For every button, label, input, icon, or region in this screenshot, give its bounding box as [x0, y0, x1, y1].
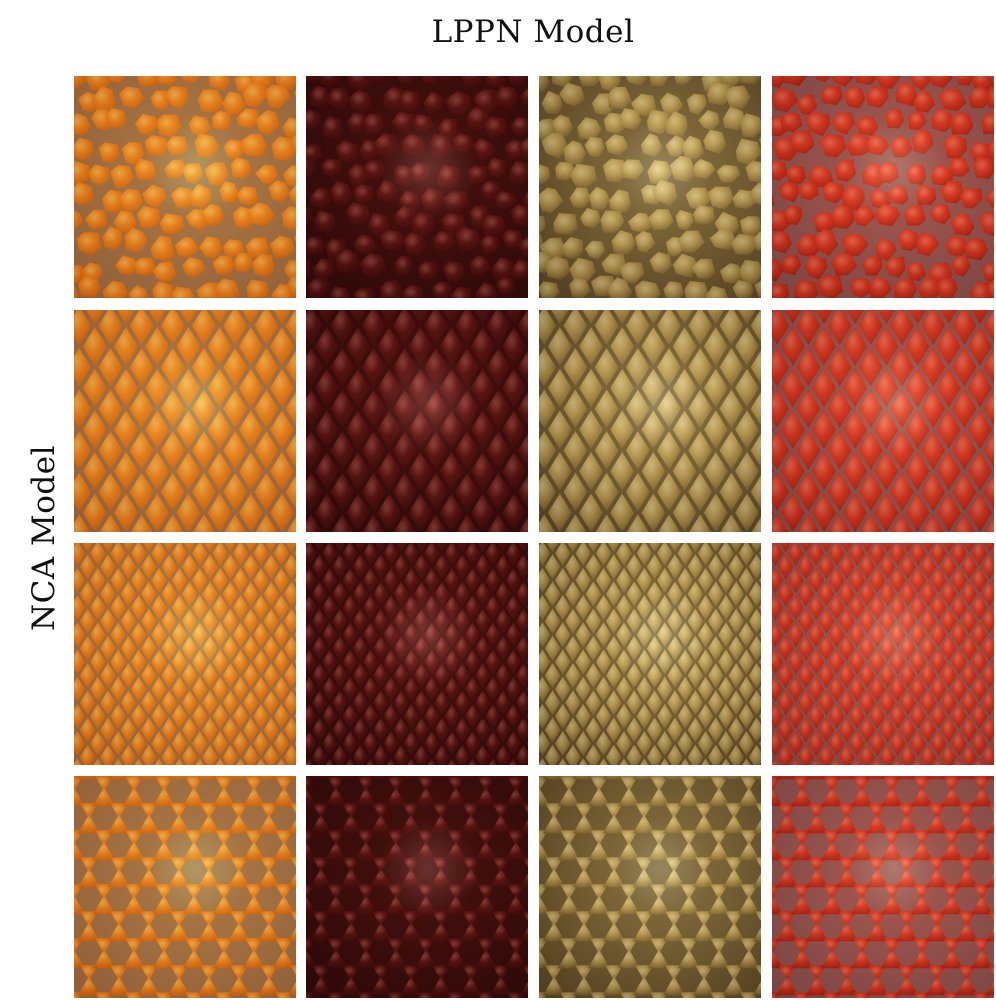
texture-image: [772, 543, 994, 765]
texture-image: [74, 543, 296, 765]
row-title: NCA Model: [26, 444, 62, 632]
texture-tile-r2-c3: [539, 310, 761, 532]
texture-image: [772, 76, 994, 298]
texture-image: [74, 76, 296, 298]
texture-tile-r1-c2: [306, 76, 528, 298]
texture-image: [306, 543, 528, 765]
texture-tile-r3-c4: [772, 543, 994, 765]
texture-tile-r2-c2: [306, 310, 528, 532]
texture-tile-r3-c2: [306, 543, 528, 765]
texture-tile-r4-c1: [74, 776, 296, 998]
texture-image: [306, 310, 528, 532]
texture-image: [306, 76, 528, 298]
texture-tile-r1-c3: [539, 76, 761, 298]
texture-image: [74, 776, 296, 998]
texture-image: [772, 310, 994, 532]
texture-image: [539, 776, 761, 998]
texture-image: [539, 310, 761, 532]
texture-tile-r2-c1: [74, 310, 296, 532]
texture-tile-r4-c2: [306, 776, 528, 998]
texture-image: [772, 776, 994, 998]
texture-tile-r1-c1: [74, 76, 296, 298]
texture-tile-r3-c1: [74, 543, 296, 765]
texture-tile-r3-c3: [539, 543, 761, 765]
texture-tile-r4-c4: [772, 776, 994, 998]
texture-image: [539, 76, 761, 298]
texture-tile-r1-c4: [772, 76, 994, 298]
texture-tile-r4-c3: [539, 776, 761, 998]
texture-image: [306, 776, 528, 998]
texture-image: [74, 310, 296, 532]
texture-tile-r2-c4: [772, 310, 994, 532]
texture-image: [539, 543, 761, 765]
column-title: LPPN Model: [431, 14, 635, 50]
